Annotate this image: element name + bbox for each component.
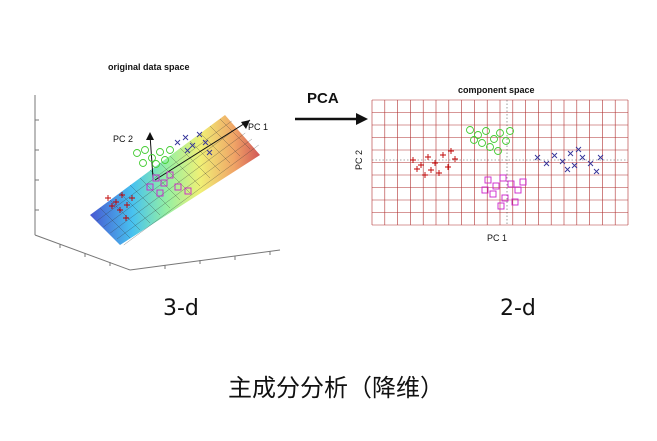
principal-plane [90,115,260,245]
red-cluster-3d [105,192,135,221]
component-space-plot: PC 2 PC 1 [354,99,629,243]
dimension-label-3d: 3-d [163,296,199,321]
pc1-label-3d: PC 1 [248,122,268,132]
slide-caption: 主成分分析（降维） [228,374,444,402]
right-panel-title: component space [458,85,535,95]
original-data-space-plot: PC 1 PC 2 [34,95,281,271]
blue-cluster-3d [174,131,213,156]
pc1-label-2d: PC 1 [487,233,507,243]
pc2-label-2d: PC 2 [354,150,364,170]
green-cluster-2d [466,126,514,155]
3d-axes [34,95,281,271]
pca-arrow [295,113,368,125]
pc2-label-3d: PC 2 [113,134,133,144]
magenta-cluster-3d [146,171,192,197]
pca-arrow-label: PCA [307,90,339,107]
3d-axis-ticks [35,119,271,269]
pc2-axis-arrow [149,134,154,179]
plane-grid [96,118,259,246]
dimension-label-2d: 2-d [500,296,536,321]
component-grid [371,99,629,226]
pc1-axis-arrow [154,119,251,181]
magenta-cluster-2d [481,174,527,210]
left-panel-title: original data space [108,62,190,72]
green-cluster-3d [133,146,174,168]
blue-cluster-2d [534,146,604,175]
red-cluster-2d [410,148,458,178]
